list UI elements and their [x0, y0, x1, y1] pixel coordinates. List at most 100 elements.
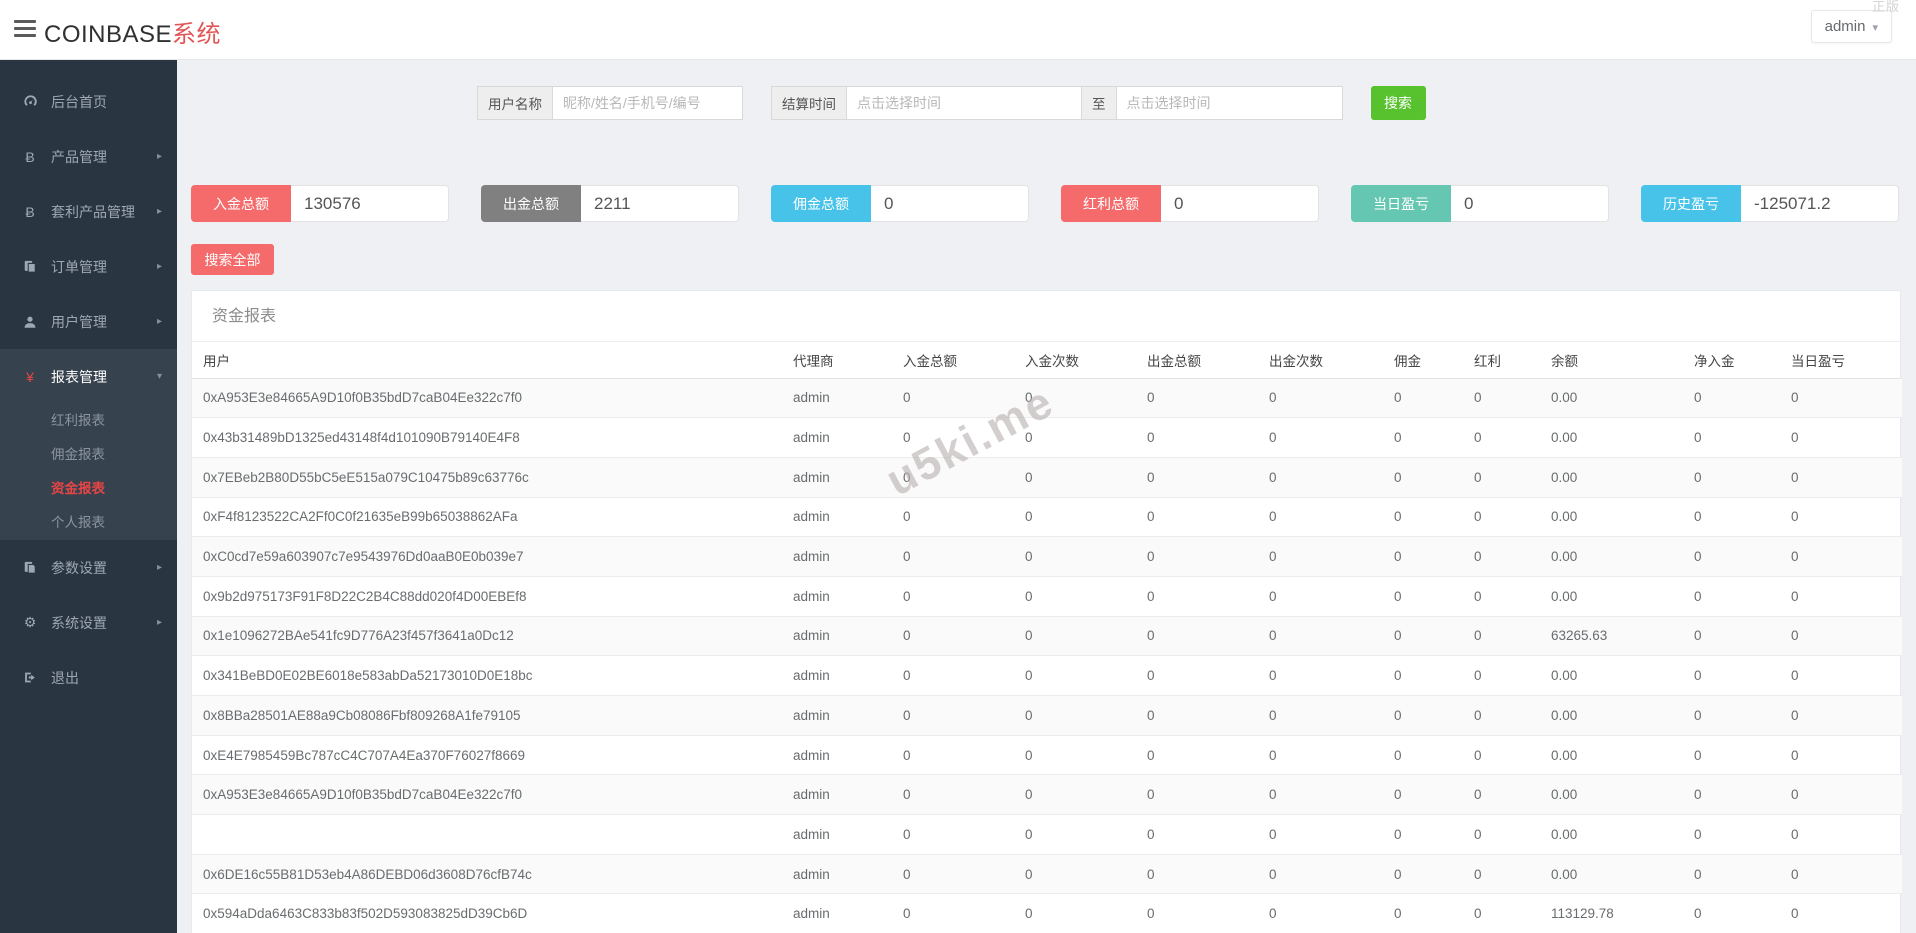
table-cell: 0	[1463, 655, 1540, 696]
table-cell: admin	[782, 576, 892, 617]
table-row: 0xC0cd7e59a603907c7e9543976Dd0aaB0E0b039…	[192, 536, 1902, 577]
username-input[interactable]	[553, 86, 743, 120]
table-cell: 0	[1014, 457, 1136, 498]
table-cell: 0	[1683, 378, 1780, 419]
table-cell: 0	[1780, 854, 1902, 895]
table-row: 0x8BBa28501AE88a9Cb08086Fbf809268A1fe791…	[192, 695, 1902, 736]
table-cell: 0	[1014, 814, 1136, 855]
sidebar-item-products[interactable]: Ƀ 产品管理 ▸	[0, 129, 177, 184]
table-cell: 0	[892, 616, 1014, 657]
sidebar-item-params[interactable]: 参数设置 ▸	[0, 540, 177, 595]
table-cell: 0x6DE16c55B81D53eb4A86DEBD06d3608D76cfB7…	[192, 854, 782, 895]
table-cell: 0	[1780, 893, 1902, 933]
table-cell: 0	[1258, 536, 1383, 577]
table-cell: 0	[892, 536, 1014, 577]
column-header: 代理商	[782, 342, 892, 379]
admin-dropdown[interactable]: admin ▾	[1810, 10, 1892, 43]
sidebar-item-report-bonus[interactable]: 红利报表	[51, 413, 105, 428]
table-row: 0xA953E3e84665A9D10f0B35bdD7caB04Ee322c7…	[192, 378, 1902, 419]
table-cell: admin	[782, 695, 892, 736]
column-header: 出金次数	[1258, 342, 1383, 379]
yen-icon: ¥	[26, 368, 34, 385]
table-cell: 0	[1014, 536, 1136, 577]
table-cell: admin	[782, 774, 892, 816]
table-cell: 0	[1136, 695, 1258, 736]
bitcoin-icon: Ƀ	[25, 203, 35, 220]
chevron-right-icon: ▸	[156, 562, 162, 573]
table-cell: admin	[782, 735, 892, 776]
sidebar-item-dashboard[interactable]: 后台首页	[0, 74, 177, 129]
table-cell: 0	[892, 497, 1014, 538]
table-cell: 0	[1258, 655, 1383, 696]
admin-label: admin	[1824, 18, 1866, 35]
table-cell: 0	[1383, 378, 1463, 419]
table-cell: 0	[1258, 814, 1383, 855]
table-cell: 0	[1383, 497, 1463, 538]
sidebar-item-arbitrage-products[interactable]: Ƀ 套利产品管理 ▸	[0, 184, 177, 239]
table-cell: 0	[1780, 616, 1902, 657]
table-cell: 0	[1014, 576, 1136, 617]
table-cell: 0	[1136, 655, 1258, 696]
table-cell: 0	[1683, 893, 1780, 933]
table-cell: 0	[892, 576, 1014, 617]
table-cell: 0	[1463, 695, 1540, 736]
table-row: 0xF4f8123522CA2Ff0C0f21635eB99b65038862A…	[192, 497, 1902, 538]
bitcoin-icon: Ƀ	[25, 148, 35, 165]
table-cell: 0.00	[1540, 814, 1683, 855]
table-cell: 0	[1683, 735, 1780, 776]
table-cell: 0.00	[1540, 695, 1683, 736]
date-start-input[interactable]	[847, 86, 1082, 120]
sidebar-item-reports[interactable]: ¥ 报表管理 ▾	[0, 349, 177, 404]
hamburger-menu-icon[interactable]	[14, 20, 36, 39]
search-all-button[interactable]: 搜索全部	[191, 244, 274, 275]
table-cell: 0	[1383, 814, 1463, 855]
table-cell: 0	[892, 695, 1014, 736]
table-cell: 0.00	[1540, 655, 1683, 696]
sidebar-item-orders[interactable]: 订单管理 ▸	[0, 239, 177, 294]
table-cell: 0	[1136, 735, 1258, 776]
stat-label: 红利总额	[1061, 185, 1161, 222]
table-cell: 0.00	[1540, 378, 1683, 419]
table-cell: 0	[1683, 457, 1780, 498]
table-cell: 0	[1780, 417, 1902, 458]
table-cell: 0	[1383, 576, 1463, 617]
table-cell: 0	[1780, 457, 1902, 498]
sidebar-item-logout[interactable]: 退出	[0, 650, 177, 705]
column-header: 红利	[1463, 342, 1540, 379]
table-row: 0xA953E3e84665A9D10f0B35bdD7caB04Ee322c7…	[192, 774, 1902, 816]
table-row: 0x43b31489bD1325ed43148f4d101090B79140E4…	[192, 417, 1902, 458]
sidebar-item-report-commission[interactable]: 佣金报表	[51, 447, 105, 462]
table-cell: 0	[1683, 497, 1780, 538]
table-cell: 0	[1683, 536, 1780, 577]
table-cell: 0x9b2d975173F91F8D22C2B4C88dd020f4D00EBE…	[192, 576, 782, 617]
chevron-right-icon: ▸	[156, 151, 162, 162]
sidebar-item-label: 报表管理	[51, 368, 107, 385]
stat-group-5: 历史盈亏 -125071.2	[1641, 185, 1899, 222]
sidebar-item-users[interactable]: 用户管理 ▸	[0, 294, 177, 349]
sidebar-group-reports: ¥ 报表管理 ▾ 红利报表 佣金报表 资金报表 个人报表	[0, 349, 177, 540]
table-cell: 0	[1780, 774, 1902, 816]
table-cell: 0	[1014, 893, 1136, 933]
stat-label: 当日盈亏	[1351, 185, 1451, 222]
table-cell: 0	[1683, 655, 1780, 696]
sidebar-item-report-personal[interactable]: 个人报表	[51, 515, 105, 530]
sidebar-item-report-funds[interactable]: 资金报表	[51, 481, 105, 496]
sidebar-item-label: 退出	[51, 669, 79, 686]
sidebar-item-label: 套利产品管理	[51, 203, 135, 220]
stat-value: -125071.2	[1741, 185, 1899, 222]
date-end-input[interactable]	[1116, 86, 1343, 120]
sidebar-item-label: 产品管理	[51, 148, 107, 165]
sidebar-item-label: 参数设置	[51, 559, 107, 576]
stat-group-2: 佣金总额 0	[771, 185, 1029, 222]
funds-report-panel: 资金报表 用户 代理商 入金总额 入金次数 出金总额 出金次数 佣金 红利 余额 净入金 当日盈亏 …	[191, 290, 1902, 933]
search-button[interactable]: 搜索	[1370, 86, 1426, 120]
table-cell: 0	[892, 774, 1014, 816]
stat-group-1: 出金总额 2211	[481, 185, 739, 222]
table-cell: admin	[782, 536, 892, 577]
column-header: 入金总额	[892, 342, 1014, 379]
table-cell: 0	[1258, 695, 1383, 736]
stat-value: 0	[1451, 185, 1609, 222]
table-cell: 0	[1383, 536, 1463, 577]
sidebar-item-system[interactable]: ⚙ 系统设置 ▸	[0, 595, 177, 650]
table-cell: admin	[782, 378, 892, 419]
